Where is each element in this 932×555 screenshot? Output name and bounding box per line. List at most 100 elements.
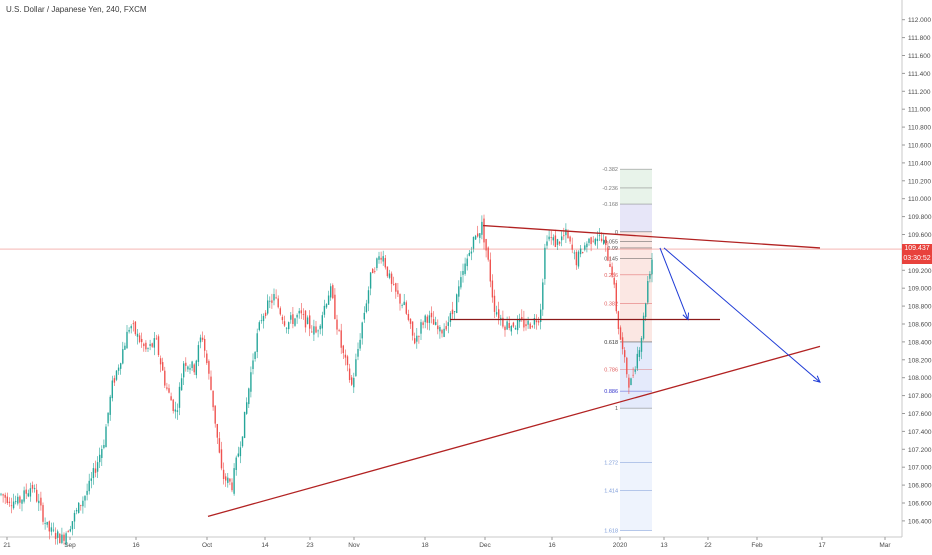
- candle-body: [516, 319, 519, 331]
- candle-body: [603, 239, 605, 245]
- candle-body: [506, 321, 508, 330]
- candle-body: [357, 348, 359, 357]
- fib-level-label: 1.618: [604, 529, 618, 535]
- candle-body: [500, 317, 502, 319]
- candle-body: [521, 317, 523, 320]
- trendline-upper-resistance: [482, 224, 821, 249]
- candle-body: [21, 499, 23, 504]
- candle-body: [590, 237, 592, 245]
- candle-body: [283, 321, 286, 326]
- y-tick-label: 109.600: [908, 232, 932, 239]
- candle-body: [600, 238, 603, 241]
- candle-body: [204, 338, 206, 351]
- candle-body: [101, 449, 103, 458]
- candle-body: [229, 478, 231, 482]
- candle-body: [449, 313, 452, 322]
- candle-body: [384, 258, 386, 268]
- candle-body: [166, 387, 168, 389]
- candle-body: [558, 241, 561, 244]
- projection-arrowhead-2: [813, 375, 821, 383]
- candle-body: [2, 494, 4, 496]
- fib-level-label: 0.055: [604, 240, 618, 246]
- candle-body: [191, 361, 193, 369]
- candle-body: [138, 335, 141, 342]
- candle-body: [621, 337, 624, 350]
- candle-body: [252, 360, 254, 370]
- candle-body: [208, 361, 210, 374]
- candle-body: [474, 235, 477, 240]
- candle-body: [67, 531, 69, 533]
- fib-level-label: 1: [615, 406, 618, 412]
- candle-body: [386, 266, 389, 277]
- candle-body: [178, 386, 181, 408]
- candle-body: [624, 350, 626, 358]
- candle-body: [218, 438, 221, 453]
- candle-body: [281, 316, 284, 321]
- candle-body: [640, 338, 643, 352]
- candle-body: [323, 305, 326, 315]
- candle-body: [42, 505, 44, 522]
- candle-body: [512, 322, 515, 327]
- x-tick-label: 2020: [613, 542, 628, 549]
- candle-body: [567, 231, 569, 238]
- candle-body: [577, 251, 580, 267]
- candle-body: [615, 282, 617, 312]
- candle-body: [479, 233, 481, 238]
- projection-arrow-1: [659, 247, 689, 320]
- candle-body: [632, 374, 634, 376]
- candle-body: [481, 221, 483, 235]
- candle-body: [73, 512, 76, 522]
- candle-body: [80, 505, 82, 506]
- candle-body: [548, 236, 550, 240]
- candle-body: [508, 323, 510, 328]
- y-tick-label: 108.400: [908, 339, 932, 346]
- candle-body: [628, 377, 630, 388]
- projection-arrowhead-1: [682, 312, 690, 321]
- candle-body: [44, 523, 46, 524]
- candle-body: [124, 345, 126, 350]
- countdown-label: 03:30:52: [902, 254, 932, 265]
- candle-body: [571, 244, 573, 250]
- candle-body: [262, 315, 265, 322]
- candle-body: [199, 337, 202, 343]
- candle-body: [132, 323, 134, 325]
- candle-body: [65, 533, 67, 544]
- candle-body: [376, 258, 378, 269]
- candle-body: [424, 315, 426, 323]
- candle-body: [319, 325, 321, 330]
- candle-body: [315, 326, 317, 333]
- candle-body: [195, 360, 197, 376]
- candle-body: [25, 489, 27, 494]
- candle-body: [340, 330, 342, 348]
- candle-body: [409, 318, 412, 324]
- x-tick-label: 22: [704, 542, 712, 549]
- candle-body: [594, 238, 596, 245]
- candle-body: [174, 409, 176, 412]
- candle-body: [550, 237, 552, 238]
- candle-body: [256, 333, 258, 352]
- candle-body: [27, 493, 29, 497]
- candle-body: [531, 325, 533, 327]
- candle-body: [4, 494, 6, 498]
- candle-body: [451, 309, 454, 315]
- y-tick-label: 110.800: [908, 125, 931, 132]
- candle-body: [651, 259, 653, 275]
- candle-body: [187, 366, 189, 370]
- fib-zone: [620, 204, 652, 232]
- fib-level-label: 0.786: [604, 368, 618, 374]
- y-tick-label: 107.400: [908, 429, 932, 436]
- candle-body: [117, 367, 120, 371]
- candle-body: [468, 252, 470, 256]
- candle-body: [304, 310, 307, 328]
- candle-body: [510, 325, 512, 332]
- candle-body: [332, 285, 334, 299]
- candle-body: [430, 312, 433, 318]
- candle-body: [447, 322, 449, 326]
- candle-body: [225, 476, 227, 481]
- y-tick-label: 108.000: [908, 375, 932, 382]
- x-tick-label: 14: [261, 542, 269, 549]
- candle-body: [359, 339, 361, 349]
- candle-body: [147, 348, 149, 350]
- candle-body: [168, 388, 170, 393]
